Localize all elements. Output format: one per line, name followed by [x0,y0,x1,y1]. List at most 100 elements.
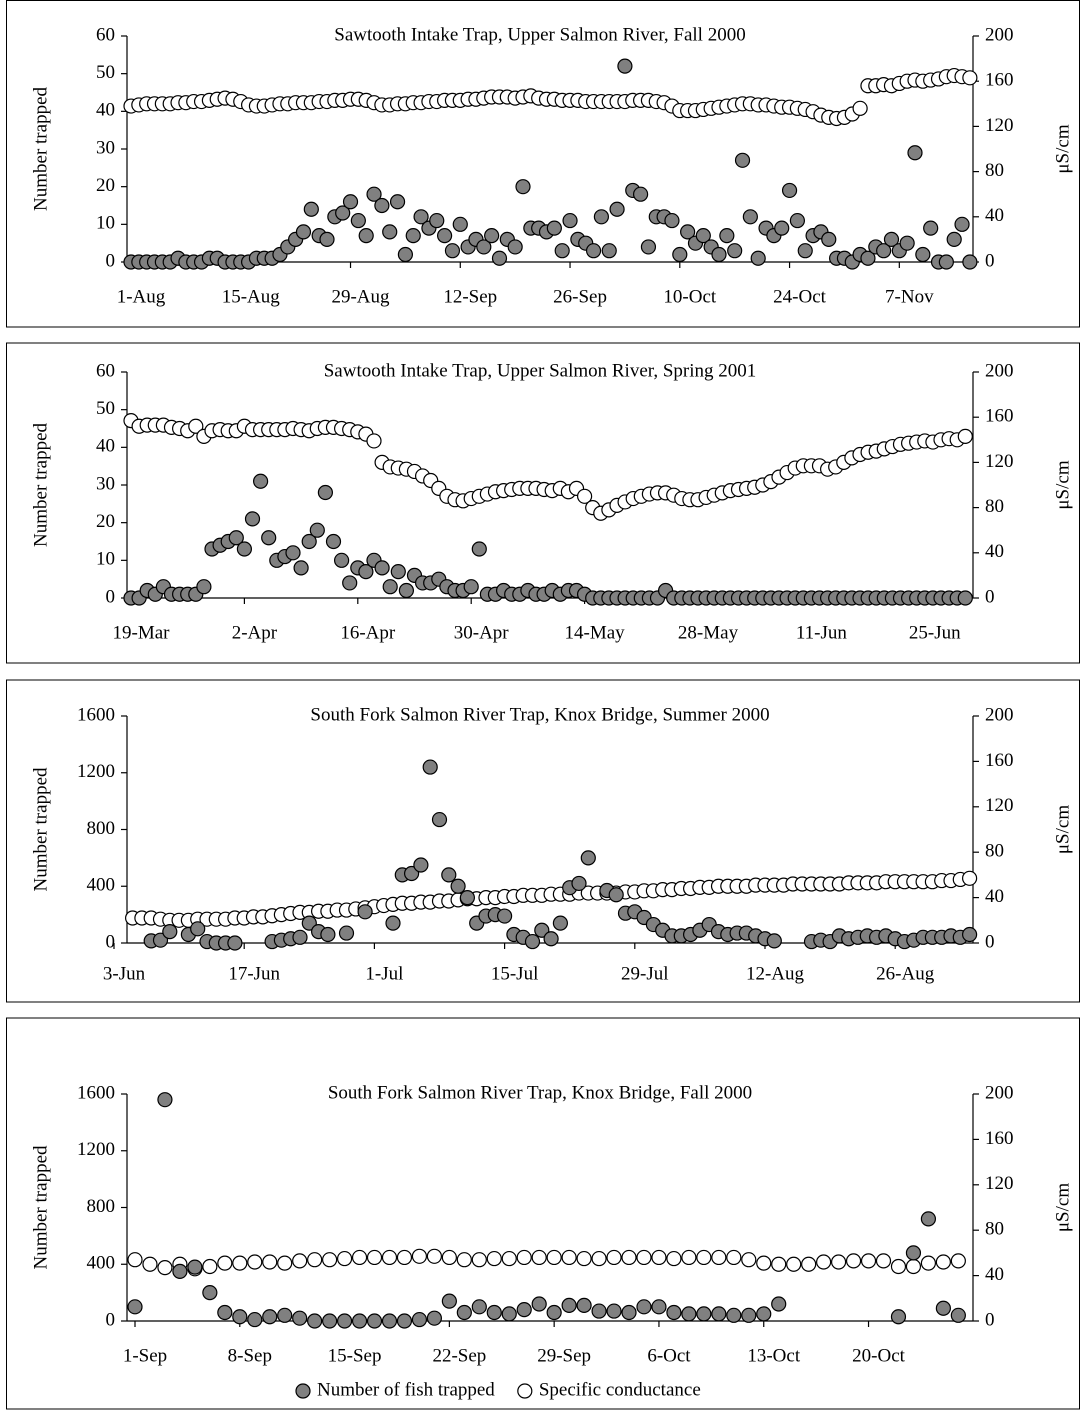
y-tick-label: 10 [96,549,115,570]
data-point [852,100,868,116]
data-point [307,1252,323,1268]
y-axis-label: Number trapped [30,87,51,211]
x-tick-label: 3-Jun [103,963,146,984]
data-point [484,228,500,244]
data-point [672,246,688,263]
data-point [516,1302,532,1318]
data-point [405,228,421,244]
data-point [571,875,587,892]
data-point [127,1299,143,1315]
data-point [640,239,657,255]
data-point [962,254,978,270]
data-point [860,1253,877,1269]
data-point [957,590,973,606]
y2-tick-label: 80 [985,496,1004,517]
legend-marker [295,1383,311,1399]
data-point [463,579,479,595]
y2-tick-label: 120 [985,115,1014,136]
data-point [366,1313,383,1329]
data-point [651,1249,667,1266]
y-tick-label: 800 [87,1196,116,1217]
data-point [695,228,711,244]
data-point [471,1252,487,1268]
data-point [381,1313,398,1329]
data-point [516,1249,532,1266]
data-point [950,1253,966,1269]
data-point [741,1307,757,1323]
data-point [711,1249,727,1266]
data-point [651,1299,667,1315]
data-point [515,179,531,195]
y-tick-label: 800 [87,818,116,839]
data-point [397,246,413,263]
y-tick-label: 60 [96,360,115,381]
data-point [666,1250,682,1267]
panel-border [6,0,1080,328]
data-point [497,908,513,924]
data-point [734,152,751,168]
x-tick-label: 15-Sep [328,1345,382,1366]
y2-tick-label: 80 [985,1219,1004,1240]
y-tick-label: 400 [87,1253,116,1274]
data-point [920,1211,937,1227]
data-point [336,1313,353,1329]
y2-axis-label: μS/cm [1052,460,1073,509]
chart-title: South Fork Salmon River Trap, Knox Bridg… [328,1082,752,1103]
data-point [719,228,735,244]
data-point [292,1253,308,1269]
x-tick-label: 6-Oct [647,1345,691,1366]
data-point [907,145,923,161]
data-point [441,1249,457,1266]
data-point [531,1296,547,1312]
data-point [606,1249,622,1266]
data-point [261,530,277,546]
y-tick-label: 20 [96,511,115,532]
data-point [576,1297,592,1313]
data-point [456,1252,472,1268]
y2-tick-label: 120 [985,795,1014,816]
x-tick-label: 13-Oct [747,1345,800,1366]
data-point [187,1259,203,1275]
data-point [247,1254,263,1270]
data-point [562,212,578,229]
data-point [342,575,358,591]
x-tick-label: 12-Sep [443,286,497,307]
data-point [546,1249,562,1266]
data-point [350,212,366,229]
y2-tick-label: 160 [985,70,1014,91]
data-point [426,1310,442,1326]
data-point [389,194,406,210]
data-point [411,1248,428,1264]
data-point [317,484,333,501]
y2-tick-label: 40 [985,1264,1004,1285]
data-point [162,924,178,940]
data-point [593,209,610,225]
data-point [301,915,317,931]
y2-tick-label: 120 [985,451,1014,472]
x-tick-label: 1-Sep [123,1345,167,1366]
x-tick-label: 11-Jun [796,622,848,643]
data-point [334,552,350,568]
y2-tick-label: 0 [985,250,995,271]
data-point [680,224,696,240]
data-point [546,1304,562,1321]
data-point [262,1254,278,1270]
y-tick-label: 60 [96,24,115,45]
data-point [338,925,355,941]
data-point [576,488,593,504]
data-point [946,231,962,247]
data-point [741,1252,757,1268]
data-point [935,1300,951,1316]
x-tick-label: 29-Jul [621,963,669,984]
x-tick-label: 29-Sep [537,1345,591,1366]
data-point [681,1306,697,1322]
data-point [781,182,798,199]
data-point [591,1250,607,1267]
y2-tick-label: 120 [985,1173,1014,1194]
y2-tick-label: 80 [985,160,1004,181]
data-point [322,1252,338,1268]
y-tick-label: 0 [106,1309,116,1330]
data-point [232,1255,248,1271]
data-point [227,935,243,951]
